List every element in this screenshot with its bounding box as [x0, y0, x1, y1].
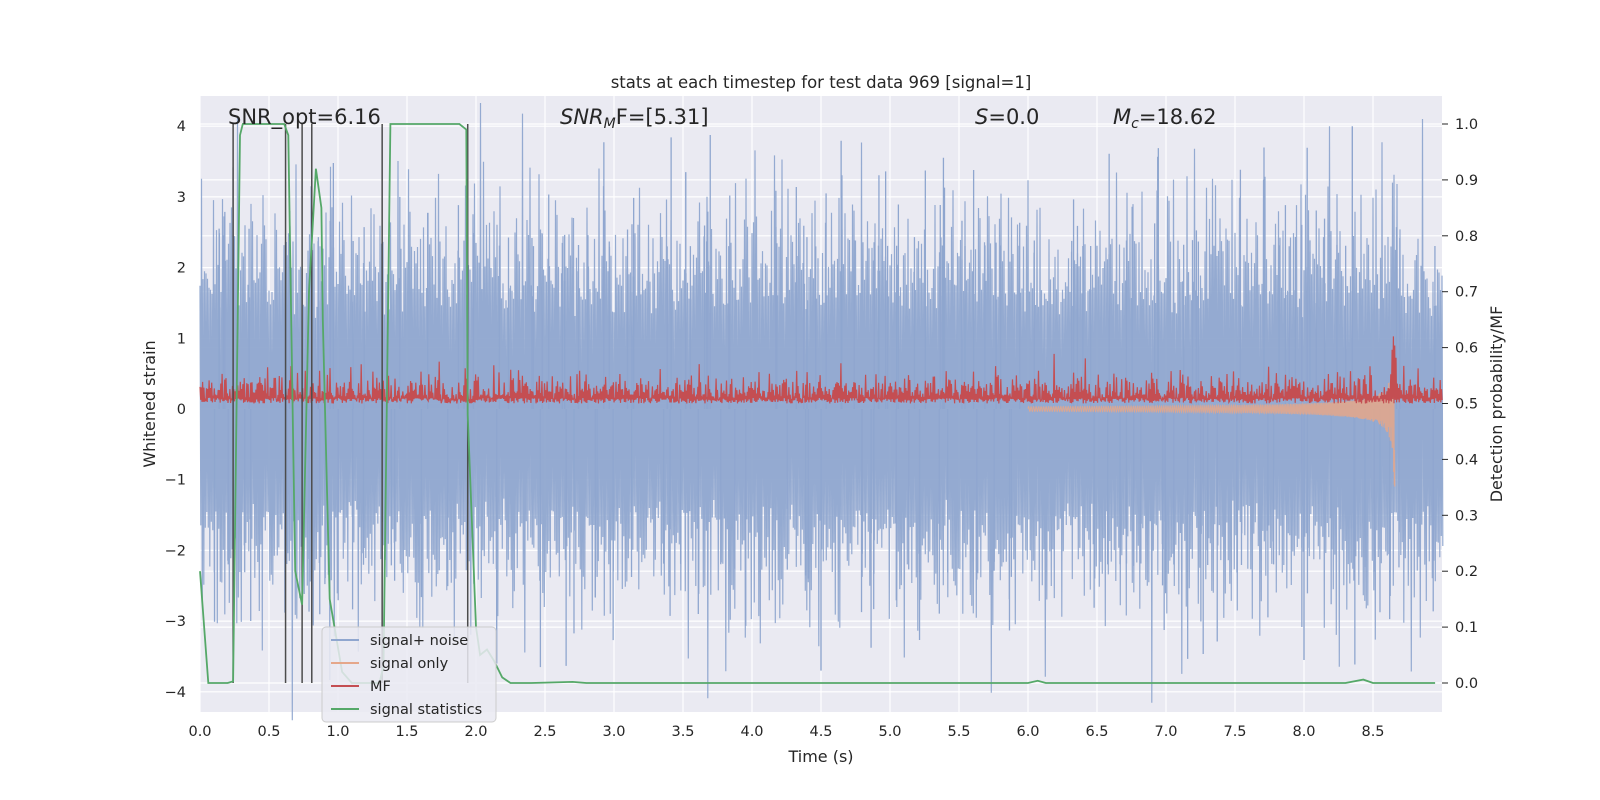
x-tick-label: 7.5 [1223, 724, 1246, 740]
legend-label-signal-noise: signal+ noise [370, 633, 468, 649]
y-tick-label: −4 [165, 685, 186, 701]
annotation-snr-mf: SNRMF=[5.31] [560, 105, 709, 132]
legend-label-signal-only: signal only [370, 656, 449, 672]
y-tick-label: 3 [177, 190, 186, 206]
y-tick-label-right: 0.5 [1455, 397, 1478, 413]
y-axis-label: Whitened strain [140, 340, 159, 467]
x-tick-label: 0.0 [188, 724, 211, 740]
y-tick-label: −1 [165, 473, 186, 489]
annotation-snr-mf-rest: F=[5.31] [616, 105, 709, 129]
y-tick-label-right: 0.3 [1455, 508, 1478, 524]
legend: signal+ noise signal only MF signal stat… [321, 626, 497, 723]
y-tick-label: 0 [177, 402, 186, 418]
legend-label-mf: MF [370, 679, 391, 695]
legend-label-signal-statistics: signal statistics [370, 702, 482, 718]
x-tick-label: 8.5 [1361, 724, 1384, 740]
y-tick-label: 2 [177, 261, 186, 277]
signal-statistics-line [199, 123, 1436, 684]
annotation-snr-opt: SNR_opt=6.16 [228, 105, 381, 130]
signal-only-line [1027, 364, 1396, 487]
annotation-snr-mf-sub: M [604, 116, 616, 132]
y-tick-label-right: 0.8 [1455, 229, 1478, 245]
y-tick-label-right: 0.9 [1455, 173, 1478, 189]
annotation-snr-mf-var: SNR [560, 105, 604, 129]
mf-series [199, 336, 1443, 405]
y-tick-label-right: 1.0 [1455, 117, 1478, 133]
x-axis-label: Time (s) [787, 747, 853, 766]
noise-spikes-group [213, 126, 1436, 671]
y-axis-label-right: Detection probability/MF [1487, 306, 1506, 503]
y-tick-label-right: 0.7 [1455, 285, 1478, 301]
signal-statistics-series [199, 123, 1436, 684]
annotation-s-var: S [975, 105, 988, 129]
x-tick-label: 7.0 [1154, 724, 1177, 740]
x-tick-label: 4.0 [740, 724, 763, 740]
y-tick-label: −2 [165, 543, 186, 559]
signal-only-series [1027, 364, 1396, 487]
y-tick-label: 1 [177, 331, 186, 347]
x-tick-label: 5.5 [947, 724, 970, 740]
annotation-mc: Mc=18.62 [1113, 105, 1217, 132]
y-tick-label: 4 [177, 119, 186, 135]
x-tick-label: 1.0 [326, 724, 349, 740]
x-tick-label: 4.5 [809, 724, 832, 740]
x-tick-label: 1.5 [395, 724, 418, 740]
x-tick-label: 5.0 [878, 724, 901, 740]
y-tick-label: −3 [165, 614, 186, 630]
y-tick-label-right: 0.4 [1455, 452, 1478, 468]
chart-title: stats at each timestep for test data 969… [611, 73, 1032, 92]
annotation-s-rest: =0.0 [988, 105, 1039, 129]
x-tick-label: 6.0 [1016, 724, 1039, 740]
x-tick-label: 0.5 [257, 724, 280, 740]
x-tick-label: 2.5 [533, 724, 556, 740]
annotation-s: S=0.0 [975, 105, 1039, 129]
y-tick-label-right: 0.2 [1455, 564, 1478, 580]
y-tick-label-right: 0.6 [1455, 341, 1478, 357]
annotation-mc-rest: =18.62 [1139, 105, 1217, 129]
mf-line [199, 336, 1443, 405]
x-tick-label: 3.0 [602, 724, 625, 740]
y-tick-label-right: 0.1 [1455, 620, 1478, 636]
annotation-mc-var: M [1113, 105, 1131, 129]
x-tick-label: 6.5 [1085, 724, 1108, 740]
x-tick-label: 3.5 [671, 724, 694, 740]
legend-box [321, 626, 497, 723]
x-tick-label: 2.0 [464, 724, 487, 740]
y-tick-label-right: 0.0 [1455, 676, 1478, 692]
ticks: 0.0 0.5 1.0 1.5 2.0 2.5 3.0 3.5 4.0 4.5 5.0 5.5 6.0 6… [165, 117, 1478, 740]
annotation-mc-sub: c [1131, 116, 1139, 132]
x-tick-label: 8.0 [1292, 724, 1315, 740]
